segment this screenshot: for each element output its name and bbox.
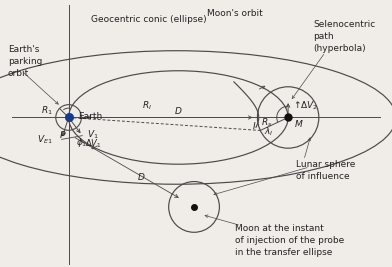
Text: $\Delta V_1$: $\Delta V_1$ [85,138,102,150]
Text: $R_I$: $R_I$ [142,99,152,112]
Text: $P$: $P$ [59,128,67,140]
Text: Moon's orbit: Moon's orbit [207,9,263,18]
Text: $V_1$: $V_1$ [87,128,99,140]
Text: $M$: $M$ [294,118,303,129]
Text: $↑\Delta V_2$: $↑\Delta V_2$ [293,99,318,112]
Text: Lunar sphere
of influence: Lunar sphere of influence [296,160,355,181]
Text: Moon at the instant
of injection of the probe
in the transfer ellipse: Moon at the instant of injection of the … [235,224,345,257]
Text: $D$: $D$ [174,105,183,116]
Text: $R_1$: $R_1$ [41,105,53,117]
Text: $V_{E1}$: $V_{E1}$ [37,133,53,146]
Text: $I$: $I$ [252,120,257,131]
Text: Earth's
parking
orbit: Earth's parking orbit [8,45,42,78]
Text: Selenocentric
path
(hyperbola): Selenocentric path (hyperbola) [314,20,376,53]
Text: $R_s$: $R_s$ [261,116,272,128]
Text: Earth: Earth [78,112,103,121]
Text: $\lambda_I$: $\lambda_I$ [264,125,273,138]
Text: Geocentric conic (ellipse): Geocentric conic (ellipse) [91,15,207,24]
Text: $\phi_1$: $\phi_1$ [76,136,87,149]
Text: $D$: $D$ [137,171,145,182]
